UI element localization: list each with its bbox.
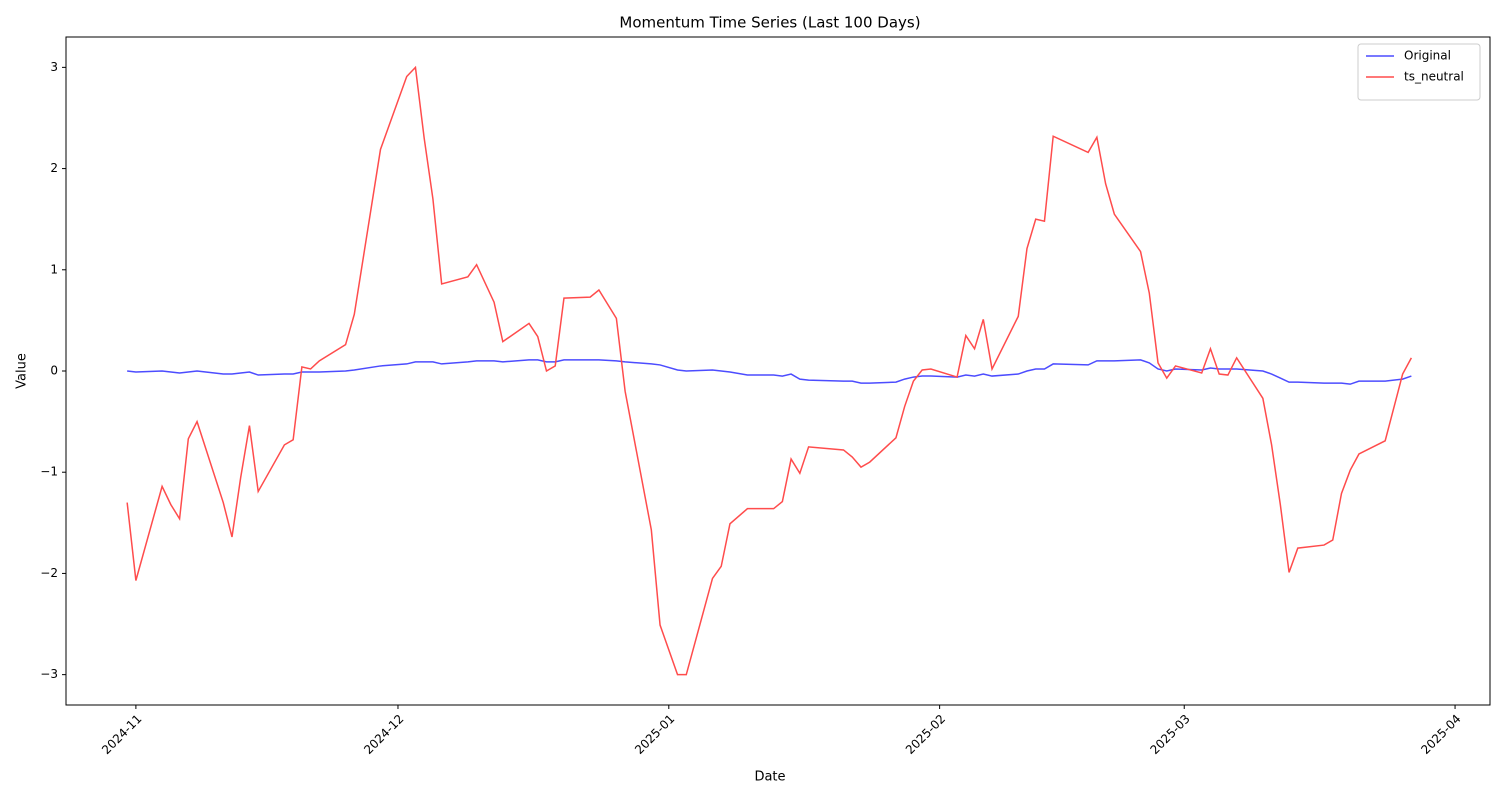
y-tick-label: 3 (50, 60, 58, 74)
x-axis-label: Date (754, 770, 785, 785)
y-axis-label: Value (15, 353, 30, 389)
y-tick-label: −2 (40, 566, 58, 580)
data-line (126, 65, 1413, 676)
plot-frame (65, 36, 1491, 706)
y-tick-label: −1 (40, 465, 58, 479)
legend-label: Original (1404, 49, 1451, 63)
legend-box (1357, 43, 1481, 101)
data-line (127, 359, 1412, 385)
legend-label: ts_neutral (1404, 70, 1464, 84)
chart-title: Momentum Time Series (Last 100 Days) (619, 14, 920, 32)
y-tick-label: 1 (50, 262, 58, 276)
y-tick-label: 0 (50, 364, 58, 378)
y-tick-label: 2 (50, 161, 58, 175)
y-tick-label: −3 (40, 667, 58, 681)
